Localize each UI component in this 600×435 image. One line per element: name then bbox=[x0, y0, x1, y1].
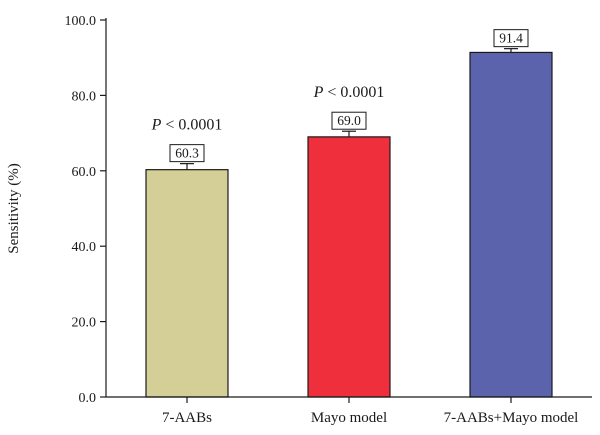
bars bbox=[145, 48, 553, 398]
bar-7-aabs-mayo-model bbox=[469, 51, 553, 398]
x-tick-label: 7-AABs bbox=[162, 410, 212, 426]
x-tick-label: 7-AABs+Mayo model bbox=[444, 410, 579, 426]
x-axis: 7-AABs Mayo model 7-AABs+Mayo model bbox=[106, 396, 592, 426]
y-tick-label: 100.0 bbox=[65, 14, 97, 29]
p-symbol: P bbox=[313, 84, 324, 101]
y-tick-label: 80.0 bbox=[72, 89, 97, 104]
y-tick-label: 20.0 bbox=[72, 316, 97, 331]
p-value-text: < 0.0001 bbox=[161, 117, 222, 134]
p-value-annotation: P < 0.0001 bbox=[313, 84, 385, 101]
value-label-box bbox=[331, 111, 367, 130]
bar-mayo-model bbox=[307, 136, 391, 398]
value-label: 60.3 bbox=[175, 146, 199, 161]
value-label: 91.4 bbox=[499, 31, 523, 46]
value-label-box bbox=[493, 29, 529, 48]
p-value-text: < 0.0001 bbox=[323, 84, 384, 101]
y-axis-title: Sensitivity (%) bbox=[6, 163, 22, 253]
y-axis: 0.0 20.0 40.0 60.0 80.0 100.0 bbox=[65, 14, 107, 406]
x-tick-label: Mayo model bbox=[311, 410, 387, 426]
y-tick-label: 40.0 bbox=[72, 240, 97, 255]
p-symbol: P bbox=[151, 117, 162, 134]
p-value-annotation: P < 0.0001 bbox=[151, 117, 223, 134]
bar-7-aabs bbox=[145, 169, 229, 398]
y-tick-label: 0.0 bbox=[79, 391, 97, 406]
value-label: 69.0 bbox=[337, 113, 361, 128]
value-label-box bbox=[169, 144, 205, 163]
y-tick-label: 60.0 bbox=[72, 165, 97, 180]
data-labels: 60.3 69.0 91.4 bbox=[169, 29, 529, 163]
